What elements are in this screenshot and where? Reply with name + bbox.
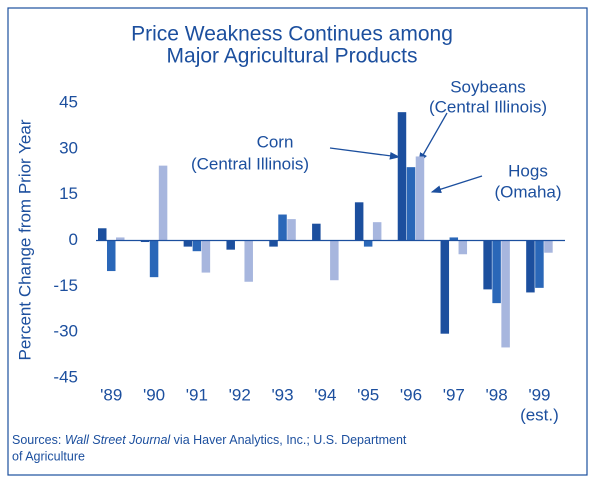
bar [397, 112, 407, 241]
bar [192, 240, 202, 252]
chart-title: Price Weakness Continues among [131, 23, 453, 46]
arrow [329, 147, 401, 160]
bar [116, 237, 125, 241]
y-tick-label: -45 [53, 367, 78, 386]
bar [406, 167, 416, 241]
bar [269, 240, 278, 247]
x-tick-label: '99 [528, 385, 550, 404]
bar [278, 214, 287, 241]
source-text: Sources: [12, 433, 65, 447]
series-name: Hogs [508, 161, 548, 180]
y-axis-label: Percent Change from Prior Year [15, 119, 34, 360]
bar [226, 240, 235, 250]
bar [354, 202, 364, 241]
bar [244, 240, 253, 282]
bar [107, 240, 116, 272]
series-note: (Omaha) [494, 182, 561, 201]
x-tick-label: '89 [100, 385, 122, 404]
x-tick-label: '94 [314, 385, 336, 404]
arrows [329, 112, 483, 193]
bar [363, 240, 373, 247]
bar [501, 240, 510, 348]
x-tick-label: '98 [486, 385, 508, 404]
bar [312, 223, 321, 241]
chart-title: Major Agricultural Products [167, 45, 418, 68]
bar [149, 240, 159, 278]
x-tick-label: '93 [271, 385, 293, 404]
bar [183, 240, 193, 247]
y-tick-label: -30 [53, 322, 78, 341]
bar [140, 240, 150, 243]
series-name: Corn [257, 132, 294, 151]
bar [415, 156, 425, 241]
series-note: (Central Illinois) [429, 97, 547, 116]
x-tick-label: '91 [186, 385, 208, 404]
series-name: Soybeans [450, 77, 526, 96]
bar [526, 240, 535, 293]
x-tick-label: '90 [143, 385, 165, 404]
source: of Agriculture [12, 449, 85, 463]
bar [544, 240, 553, 253]
bar [201, 240, 211, 273]
y-tick-label: 30 [59, 138, 78, 157]
x-tick-label: '96 [400, 385, 422, 404]
bar [535, 240, 544, 288]
y-tick-label: -15 [53, 276, 78, 295]
x-tick-label: '92 [229, 385, 251, 404]
source-text: Wall Street Journal [65, 433, 172, 447]
x-tick-label: '95 [357, 385, 379, 404]
series-note: (Central Illinois) [191, 154, 309, 173]
bar [483, 240, 492, 290]
y-tick-label: 0 [69, 230, 78, 249]
bar [492, 240, 501, 304]
source: Sources: Wall Street Journal via Haver A… [12, 433, 407, 447]
bar [458, 240, 468, 255]
arrow [430, 175, 483, 193]
source-text: via Haver Analytics, Inc.; U.S. Departme… [170, 433, 407, 447]
bar [372, 222, 382, 241]
y-tick-label: 45 [59, 92, 78, 111]
bar [158, 165, 168, 241]
bar [330, 240, 339, 281]
frame [7, 7, 588, 476]
x-tick-note: (est.) [520, 405, 559, 424]
bar [287, 219, 296, 241]
x-tick-label: '97 [443, 385, 465, 404]
bar [98, 228, 107, 241]
y-tick-label: 15 [59, 184, 78, 203]
arrow [418, 112, 448, 164]
bar [440, 240, 450, 334]
bar [449, 237, 459, 241]
